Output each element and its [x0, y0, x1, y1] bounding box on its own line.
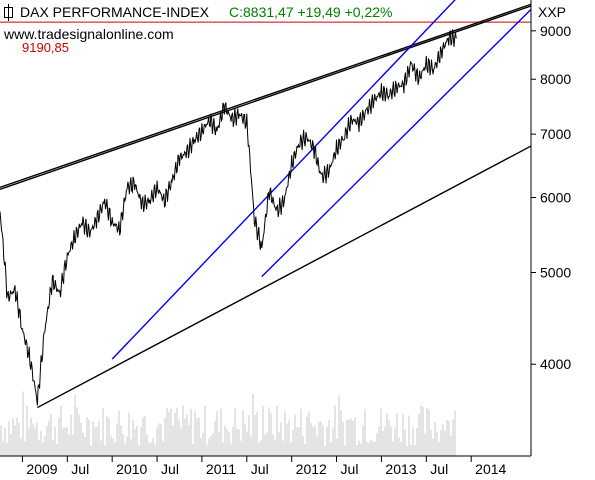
axes: 4000 5000 6000 7000 8000 9000 2009 Jul 2010 Jul 20…	[0, 0, 571, 477]
x-tick-label: Jul	[251, 461, 269, 477]
source-url[interactable]: www.tradesignalonline.com	[4, 26, 174, 42]
ref-level-label: 9190,85	[22, 40, 69, 55]
y-tick-label: 8000	[540, 71, 571, 87]
x-tick-label: 2012	[296, 461, 327, 477]
symbol-label: XXP	[538, 4, 567, 20]
x-tick-label: 2014	[475, 461, 506, 477]
x-tick-label: Jul	[341, 461, 359, 477]
price-line	[0, 29, 457, 406]
chart-title: DAX PERFORMANCE-INDEX	[20, 4, 210, 20]
x-tick-label: 2011	[206, 461, 236, 477]
channel-line	[261, 8, 532, 278]
volume-bars	[0, 391, 456, 456]
y-tick-label: 7000	[540, 126, 571, 142]
trend-lines	[0, 0, 532, 409]
y-tick-label: 6000	[540, 190, 571, 206]
price-series	[0, 29, 457, 406]
x-tick-label: 2009	[26, 461, 57, 477]
x-tick-label: Jul	[430, 461, 448, 477]
y-tick-label: 4000	[540, 356, 571, 372]
price-quote: C:8831,47 +19,49 +0,22%	[229, 4, 393, 20]
candlestick-icon	[4, 4, 13, 21]
trend-line	[0, 5, 532, 191]
channel-line	[111, 0, 456, 360]
x-tick-label: 2010	[116, 461, 147, 477]
x-tick-label: 2013	[385, 461, 416, 477]
x-tick-label: Jul	[161, 461, 179, 477]
y-tick-label: 5000	[540, 264, 571, 280]
y-tick-label: 9000	[540, 23, 571, 39]
trend-line	[37, 145, 532, 409]
trend-line	[0, 3, 532, 189]
x-tick-label: Jul	[71, 461, 89, 477]
